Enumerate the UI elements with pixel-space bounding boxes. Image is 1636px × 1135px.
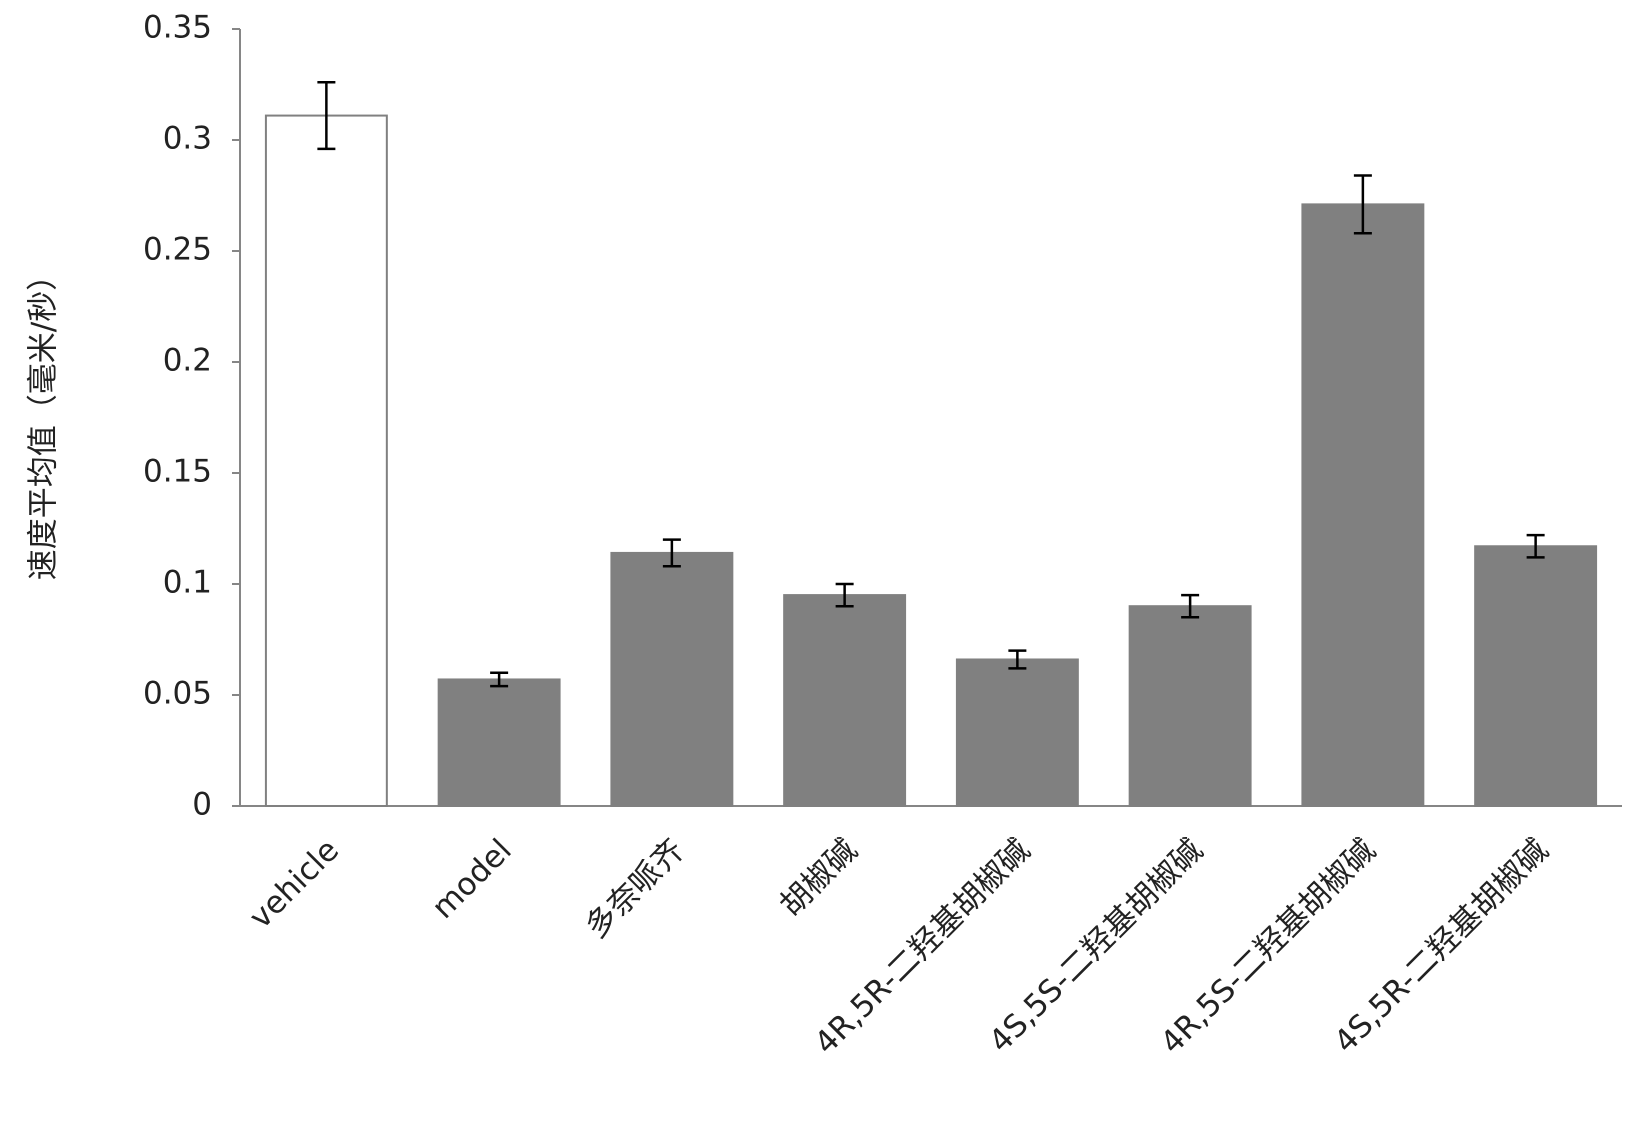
error-bar <box>1181 593 1200 619</box>
bar <box>783 594 907 807</box>
y-tick-label: 0.2 <box>163 343 212 379</box>
y-tick-label: 0.35 <box>143 10 212 46</box>
error-bar <box>1353 174 1372 235</box>
y-tick-label: 0.05 <box>143 676 212 712</box>
bar <box>1128 605 1252 808</box>
y-tick-label: 0 <box>192 787 212 823</box>
error-bar <box>835 582 854 608</box>
y-tick-label: 0.25 <box>143 232 212 268</box>
bar <box>1301 203 1425 807</box>
x-tick-label: model <box>425 832 519 926</box>
error-bar <box>490 671 509 688</box>
x-tick-label: 多奈哌齐 <box>578 832 691 945</box>
bar <box>955 658 1079 807</box>
y-tick-label: 0.1 <box>163 565 212 601</box>
bar <box>264 114 388 807</box>
error-bar <box>1008 649 1027 670</box>
bar <box>610 551 734 807</box>
bar <box>1474 545 1598 807</box>
x-tick-label: vehicle <box>243 832 347 936</box>
error-bar <box>317 81 336 151</box>
y-tick-label: 0.15 <box>143 454 212 490</box>
x-tick-label: 胡椒碱 <box>773 832 864 923</box>
y-tick-label: 0.3 <box>163 121 212 157</box>
y-axis-label: 速度平均值（毫米/秒） <box>26 260 62 580</box>
error-bar <box>1526 533 1545 559</box>
bar <box>437 678 561 808</box>
error-bar <box>662 538 681 568</box>
